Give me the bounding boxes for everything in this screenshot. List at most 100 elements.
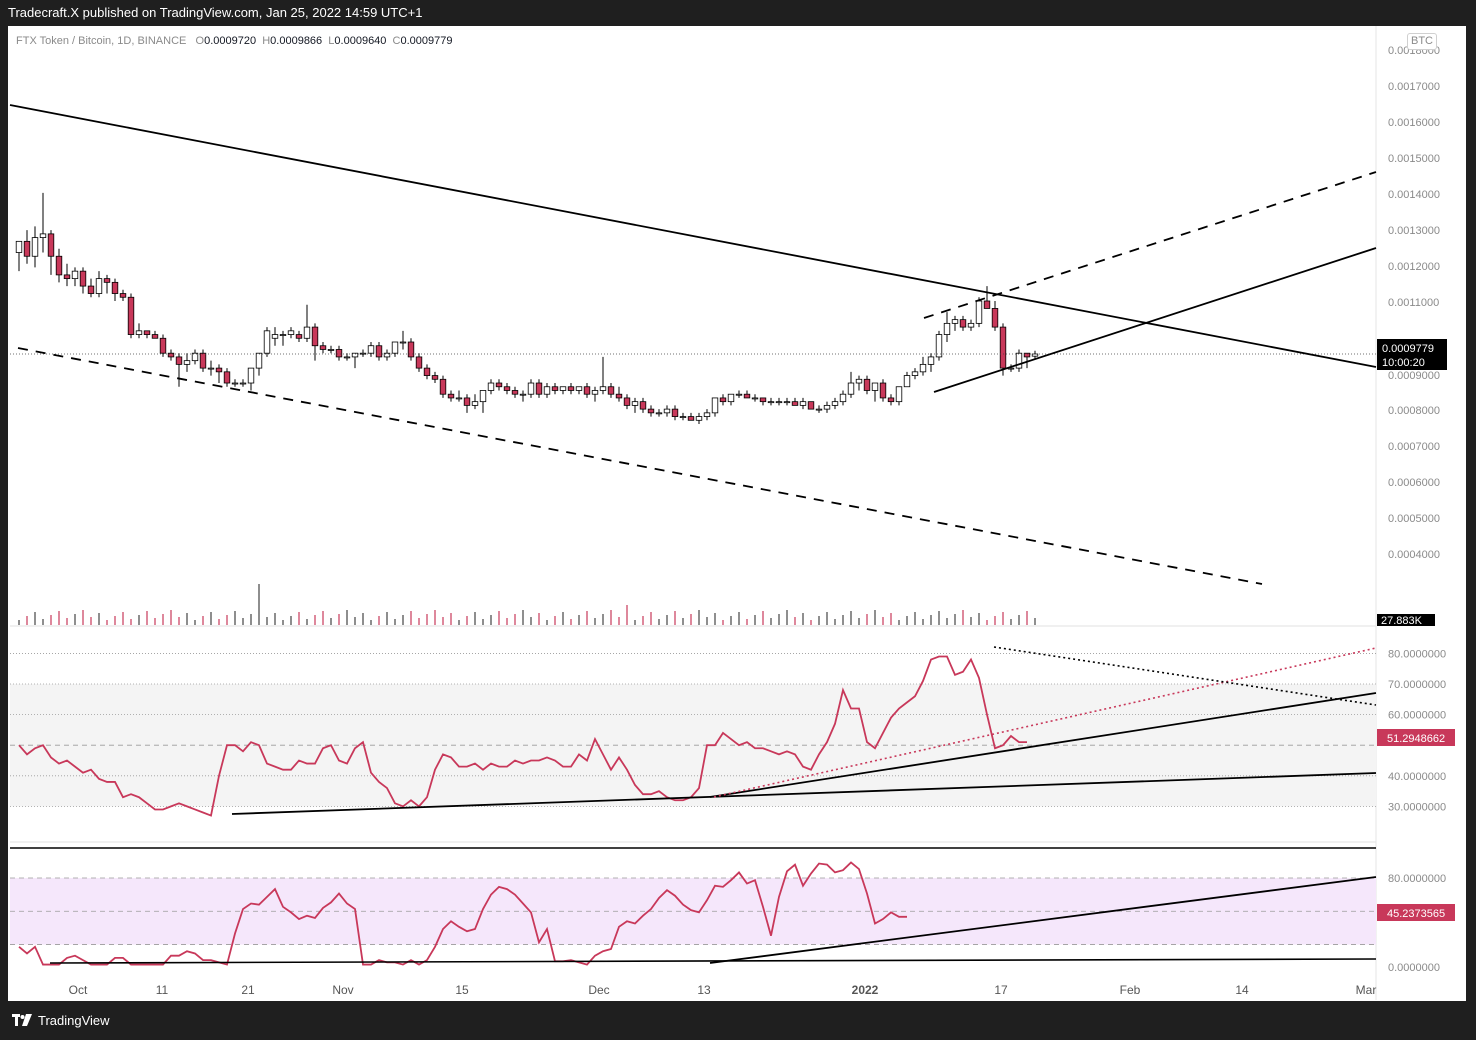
candle-body bbox=[15, 240, 23, 253]
candle-body bbox=[1031, 353, 1039, 357]
candle-body bbox=[159, 337, 167, 354]
candle-body bbox=[711, 397, 719, 414]
candle-body bbox=[31, 237, 39, 257]
candle-body bbox=[95, 278, 103, 294]
candle-body bbox=[871, 382, 879, 391]
rsi-axis-label: 60.0000000 bbox=[1388, 710, 1446, 722]
open-label: O bbox=[195, 35, 205, 47]
candle-body bbox=[279, 334, 287, 336]
time-axis-label: 13 bbox=[697, 983, 711, 997]
candle-body bbox=[119, 293, 127, 298]
candle-body bbox=[183, 360, 191, 365]
candle-body bbox=[719, 397, 727, 403]
candle-body bbox=[215, 367, 223, 373]
price-axis-label: 0.0013000 bbox=[1388, 225, 1440, 237]
rsi-support-line bbox=[231, 772, 1377, 815]
candle-body bbox=[359, 352, 367, 355]
rsi-dotted-resistance-line bbox=[993, 646, 1377, 706]
candle-body bbox=[423, 367, 431, 376]
price-axis-label: 0.0006000 bbox=[1388, 477, 1440, 489]
price-axis-label: 0.0016000 bbox=[1388, 117, 1440, 129]
stoch-value-badge-text: 45.2373565 bbox=[1387, 908, 1445, 920]
candle-body bbox=[983, 300, 991, 309]
candle-body bbox=[751, 397, 759, 400]
candle-body bbox=[287, 330, 295, 335]
candle-body bbox=[703, 412, 711, 417]
candle-body bbox=[607, 386, 615, 395]
candle-body bbox=[79, 270, 87, 287]
candle-body bbox=[951, 319, 959, 324]
time-axis-label: Mar bbox=[1356, 983, 1377, 997]
candle-body bbox=[671, 408, 679, 417]
price-axis-label: 0.0008000 bbox=[1388, 405, 1440, 417]
currency-badge[interactable]: BTC bbox=[1407, 33, 1437, 50]
candle-body bbox=[999, 326, 1007, 369]
candle-body bbox=[143, 330, 151, 335]
time-axis-label: Nov bbox=[332, 983, 353, 997]
candle-body bbox=[847, 382, 855, 395]
stoch-bottom-line bbox=[49, 958, 1377, 964]
candle-body bbox=[151, 334, 159, 339]
candle-body bbox=[487, 382, 495, 391]
volume-badge bbox=[1377, 614, 1435, 626]
price-axis: 0.00180000.00170000.00160000.00150000.00… bbox=[1388, 45, 1446, 974]
candle-body bbox=[23, 240, 31, 257]
candle-body bbox=[783, 401, 791, 404]
candle-body bbox=[55, 255, 63, 276]
candle-body bbox=[295, 334, 303, 339]
candle-body bbox=[935, 334, 943, 358]
footer-bar: TradingView bbox=[0, 1003, 1476, 1039]
candle-body bbox=[655, 412, 663, 415]
candle-body bbox=[855, 378, 863, 384]
candle-body bbox=[447, 393, 455, 399]
volume-badge-text: 27.883K bbox=[1381, 615, 1423, 627]
price-axis-label: 0.0009000 bbox=[1388, 370, 1440, 382]
candle-body bbox=[255, 352, 263, 369]
time-axis-label: 17 bbox=[994, 983, 1008, 997]
candle-body bbox=[383, 352, 391, 358]
low-label: L bbox=[328, 35, 335, 47]
time-axis-label: 11 bbox=[156, 983, 169, 997]
candle-body bbox=[767, 401, 775, 404]
candle-body bbox=[735, 393, 743, 396]
tradingview-logo-icon[interactable] bbox=[12, 1004, 32, 1040]
rsi-rising-support-line bbox=[709, 692, 1377, 798]
candle-body bbox=[575, 386, 583, 391]
price-axis-label: 0.0015000 bbox=[1388, 153, 1440, 165]
candle-body bbox=[135, 330, 143, 335]
candle-body bbox=[367, 345, 375, 354]
candle-body bbox=[791, 401, 799, 406]
price-axis-label: 0.0011000 bbox=[1388, 297, 1439, 309]
candle-body bbox=[799, 401, 807, 406]
stoch-rising-support-line bbox=[709, 876, 1377, 964]
candle-body bbox=[311, 326, 319, 347]
close-value: 0.0009779 bbox=[400, 35, 453, 47]
rsi-dotted-red-trendline bbox=[713, 647, 1377, 798]
rsi-line bbox=[18, 655, 1027, 817]
trendline-drawings bbox=[9, 104, 1377, 964]
stoch-rsi-line bbox=[18, 861, 907, 966]
countdown-badge-text: 10:00:20 bbox=[1382, 357, 1425, 369]
candle-body bbox=[895, 386, 903, 403]
lower-channel-dashed-line bbox=[17, 347, 1263, 585]
candle-body bbox=[231, 382, 239, 385]
candle-body bbox=[727, 393, 735, 403]
candle-body bbox=[695, 416, 703, 421]
price-axis-label: 0.0017000 bbox=[1388, 81, 1440, 93]
footer-brand[interactable]: TradingView bbox=[38, 1013, 110, 1028]
price-axis-label: 0.0004000 bbox=[1388, 549, 1440, 561]
candle-body bbox=[1015, 352, 1023, 369]
candle-body bbox=[623, 397, 631, 406]
candle-body bbox=[919, 363, 927, 373]
candle-body bbox=[407, 341, 415, 358]
candle-body bbox=[631, 401, 639, 406]
candle-body bbox=[71, 270, 79, 280]
candle-body bbox=[199, 352, 207, 369]
candle-body bbox=[399, 341, 407, 344]
candle-body bbox=[591, 390, 599, 395]
time-axis-label: 14 bbox=[1235, 983, 1249, 997]
candle-body bbox=[959, 319, 967, 328]
candle-body bbox=[863, 378, 871, 391]
candle-body bbox=[991, 308, 999, 328]
